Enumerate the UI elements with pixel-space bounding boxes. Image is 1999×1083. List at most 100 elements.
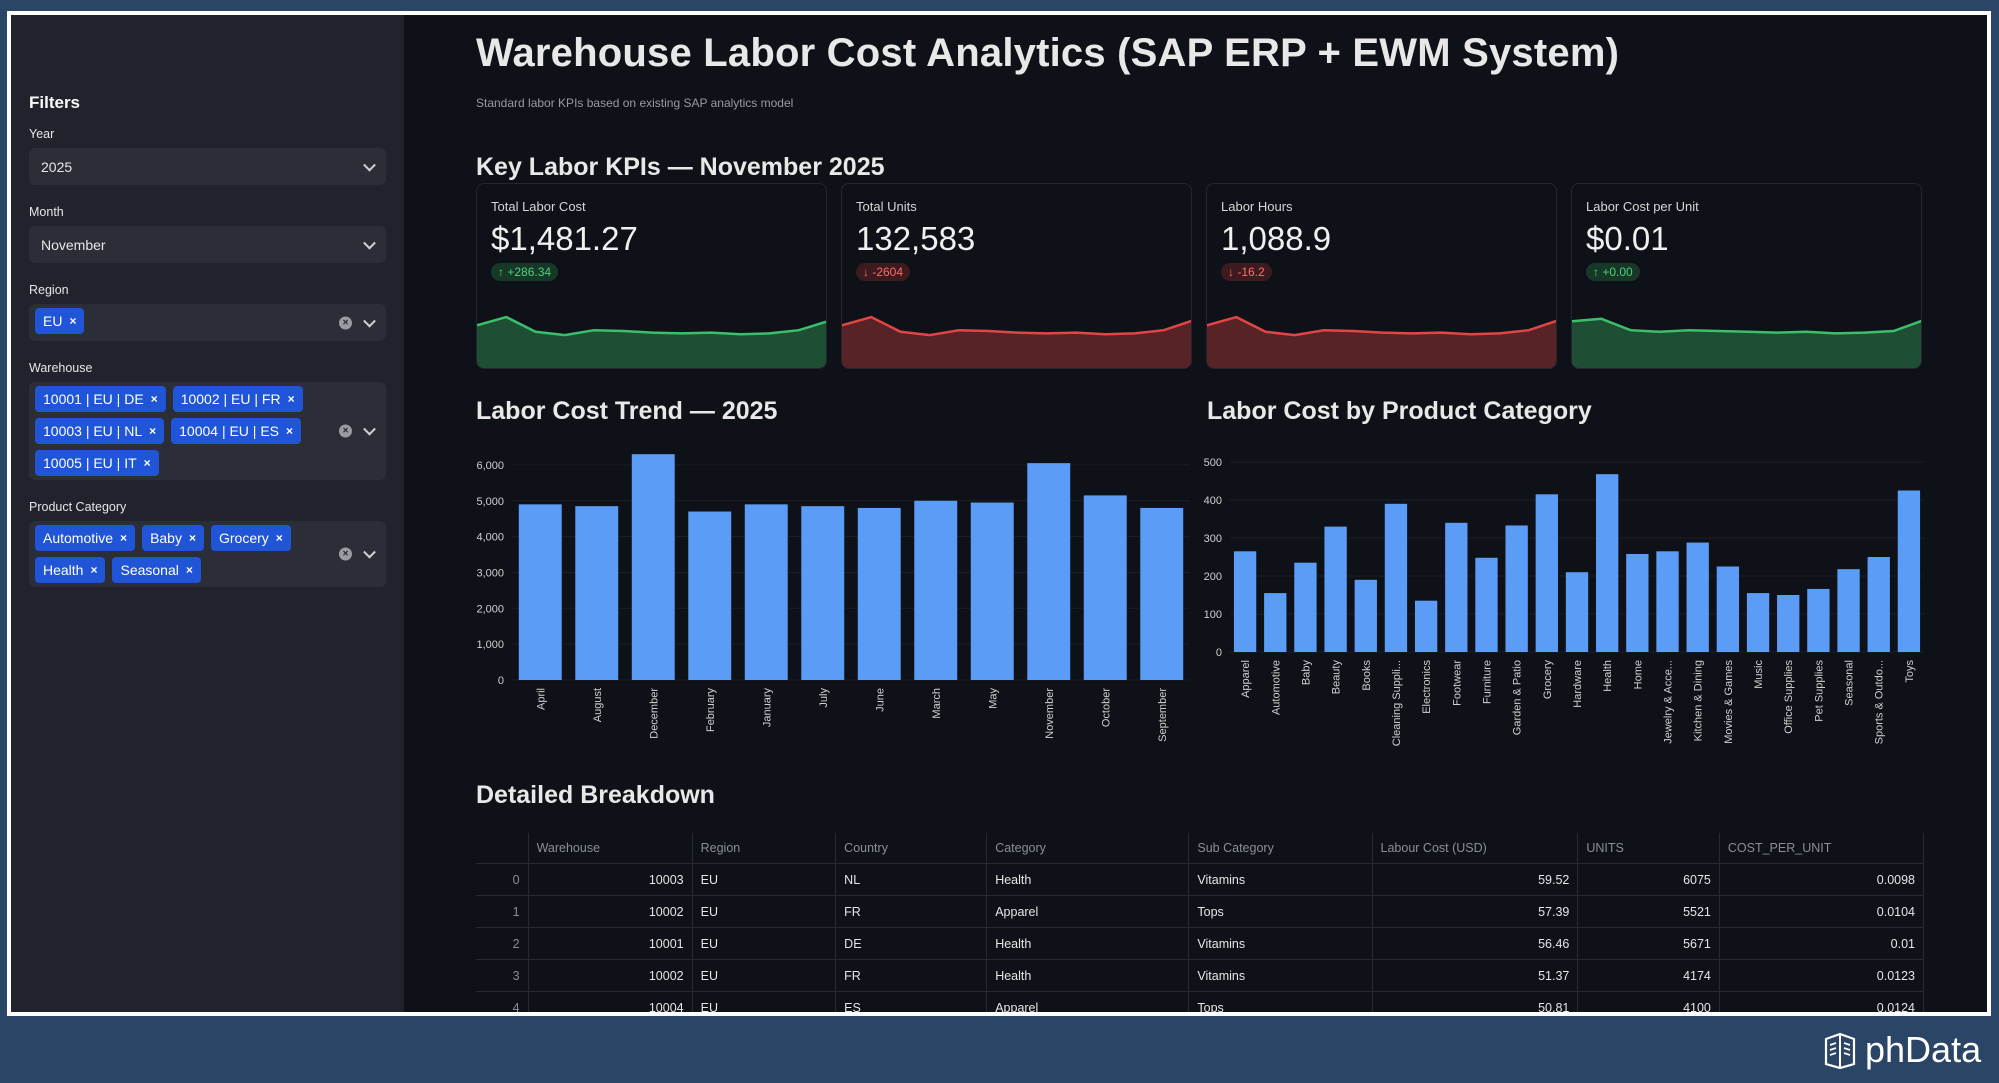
chevron-down-icon[interactable] (363, 545, 376, 559)
category-tag[interactable]: Seasonal × (112, 557, 201, 583)
table-cell[interactable]: EU (692, 991, 837, 1012)
bar[interactable] (1837, 569, 1860, 652)
remove-tag-icon[interactable]: × (149, 424, 157, 438)
category-tag[interactable]: Health × (35, 557, 106, 583)
bar[interactable] (575, 506, 619, 680)
bar[interactable] (1384, 503, 1408, 652)
table-cell[interactable]: 0.0123 (1719, 959, 1925, 992)
clear-all-icon[interactable]: × (339, 547, 352, 561)
table-row[interactable]: 4 10004 EU ES Apparel Tops 50.81 4100 0.0124 (476, 991, 1925, 1012)
bar[interactable] (1626, 553, 1649, 652)
remove-tag-icon[interactable]: × (287, 392, 295, 406)
bar[interactable] (518, 504, 562, 680)
bar[interactable] (1083, 495, 1127, 680)
bar[interactable] (1475, 557, 1498, 652)
bar[interactable] (1716, 566, 1740, 653)
table-row[interactable]: 2 10001 EU DE Health Vitamins 56.46 5671 0.01 (476, 927, 1925, 960)
warehouse-tag[interactable]: 10001 | EU | DE × (35, 386, 166, 412)
remove-tag-icon[interactable]: × (143, 456, 151, 470)
table-cell[interactable]: Apparel (986, 895, 1190, 928)
product-category-multiselect[interactable]: Automotive × Baby × Grocery × Health × Seaso… (29, 521, 386, 587)
clear-all-icon[interactable]: × (339, 424, 352, 438)
table-cell[interactable]: Vitamins (1188, 927, 1373, 960)
table-cell[interactable]: 10002 (528, 895, 693, 928)
remove-tag-icon[interactable]: × (275, 531, 283, 545)
bar[interactable] (744, 504, 788, 680)
table-cell[interactable]: EU (692, 895, 837, 928)
table-cell[interactable]: NL (835, 863, 988, 896)
table-cell[interactable]: 10002 (528, 959, 693, 992)
bar[interactable] (1027, 463, 1071, 680)
table-cell[interactable]: Apparel (986, 991, 1190, 1012)
table-cell[interactable]: 51.37 (1372, 959, 1579, 992)
table-cell[interactable]: 4 (476, 991, 529, 1012)
bar[interactable] (1897, 490, 1921, 653)
table-cell[interactable]: Health (986, 927, 1190, 960)
table-cell[interactable]: Tops (1188, 991, 1373, 1012)
table-cell[interactable]: 10003 (528, 863, 693, 896)
column-header[interactable] (476, 833, 529, 864)
table-cell[interactable]: Tops (1188, 895, 1373, 928)
bar[interactable] (1354, 579, 1377, 652)
column-header[interactable]: UNITS (1577, 833, 1720, 864)
table-cell[interactable]: EU (692, 927, 837, 960)
table-row[interactable]: 3 10002 EU FR Health Vitamins 51.37 4174 0.0123 (476, 959, 1925, 992)
column-header[interactable]: Warehouse (528, 833, 693, 864)
table-cell[interactable]: EU (692, 959, 837, 992)
chevron-down-icon[interactable] (363, 314, 376, 328)
bar[interactable] (1505, 525, 1528, 652)
remove-tag-icon[interactable]: × (90, 563, 98, 577)
table-cell[interactable]: 50.81 (1372, 991, 1579, 1012)
column-header[interactable]: Labour Cost (USD) (1372, 833, 1579, 864)
bar[interactable] (1565, 572, 1589, 652)
warehouse-tag[interactable]: 10002 | EU | FR × (172, 386, 303, 412)
bar[interactable] (688, 511, 732, 680)
bar[interactable] (1746, 593, 1770, 652)
remove-tag-icon[interactable]: × (185, 563, 193, 577)
column-header[interactable]: Country (835, 833, 988, 864)
bar[interactable] (1596, 474, 1619, 652)
table-cell[interactable]: 59.52 (1372, 863, 1579, 896)
bar[interactable] (970, 502, 1014, 680)
remove-tag-icon[interactable]: × (188, 531, 196, 545)
bar[interactable] (1294, 562, 1317, 652)
year-select[interactable]: 2025 (29, 148, 386, 185)
bar[interactable] (801, 506, 845, 680)
warehouse-tag[interactable]: 10004 | EU | ES × (171, 418, 302, 444)
remove-tag-icon[interactable]: × (150, 392, 158, 406)
bar[interactable] (1140, 507, 1184, 680)
breakdown-table[interactable]: Warehouse Region Country Category Sub Catego… (476, 833, 1925, 1012)
remove-tag-icon[interactable]: × (286, 424, 294, 438)
table-cell[interactable]: 5671 (1577, 927, 1720, 960)
table-cell[interactable]: 0 (476, 863, 529, 896)
remove-tag-icon[interactable]: × (69, 314, 77, 328)
column-header[interactable]: Sub Category (1188, 833, 1373, 864)
column-header[interactable]: Region (692, 833, 837, 864)
bar[interactable] (1445, 522, 1468, 652)
table-cell[interactable]: 0.0124 (1719, 991, 1925, 1012)
warehouse-tag[interactable]: 10005 | EU | IT × (35, 450, 159, 476)
table-cell[interactable]: Vitamins (1188, 863, 1373, 896)
table-cell[interactable]: 4174 (1577, 959, 1720, 992)
table-cell[interactable]: 3 (476, 959, 529, 992)
table-cell[interactable]: 0.0104 (1719, 895, 1925, 928)
bar[interactable] (1867, 557, 1890, 652)
table-cell[interactable]: 10004 (528, 991, 693, 1012)
bar[interactable] (1535, 494, 1558, 652)
table-cell[interactable]: EU (692, 863, 837, 896)
bar[interactable] (1233, 551, 1257, 652)
table-cell[interactable]: 1 (476, 895, 529, 928)
table-cell[interactable]: Health (986, 959, 1190, 992)
bar[interactable] (1656, 551, 1679, 652)
table-cell[interactable]: ES (835, 991, 988, 1012)
table-row[interactable]: 0 10003 EU NL Health Vitamins 59.52 6075 0.0098 (476, 863, 1925, 896)
table-cell[interactable]: Health (986, 863, 1190, 896)
bar[interactable] (1807, 588, 1830, 652)
bar[interactable] (631, 454, 675, 680)
table-cell[interactable]: 6075 (1577, 863, 1720, 896)
bar[interactable] (1324, 526, 1347, 652)
table-cell[interactable]: DE (835, 927, 988, 960)
warehouse-tag[interactable]: 10003 | EU | NL × (35, 418, 165, 444)
table-row[interactable]: 1 10002 EU FR Apparel Tops 57.39 5521 0.0104 (476, 895, 1925, 928)
table-cell[interactable]: 4100 (1577, 991, 1720, 1012)
